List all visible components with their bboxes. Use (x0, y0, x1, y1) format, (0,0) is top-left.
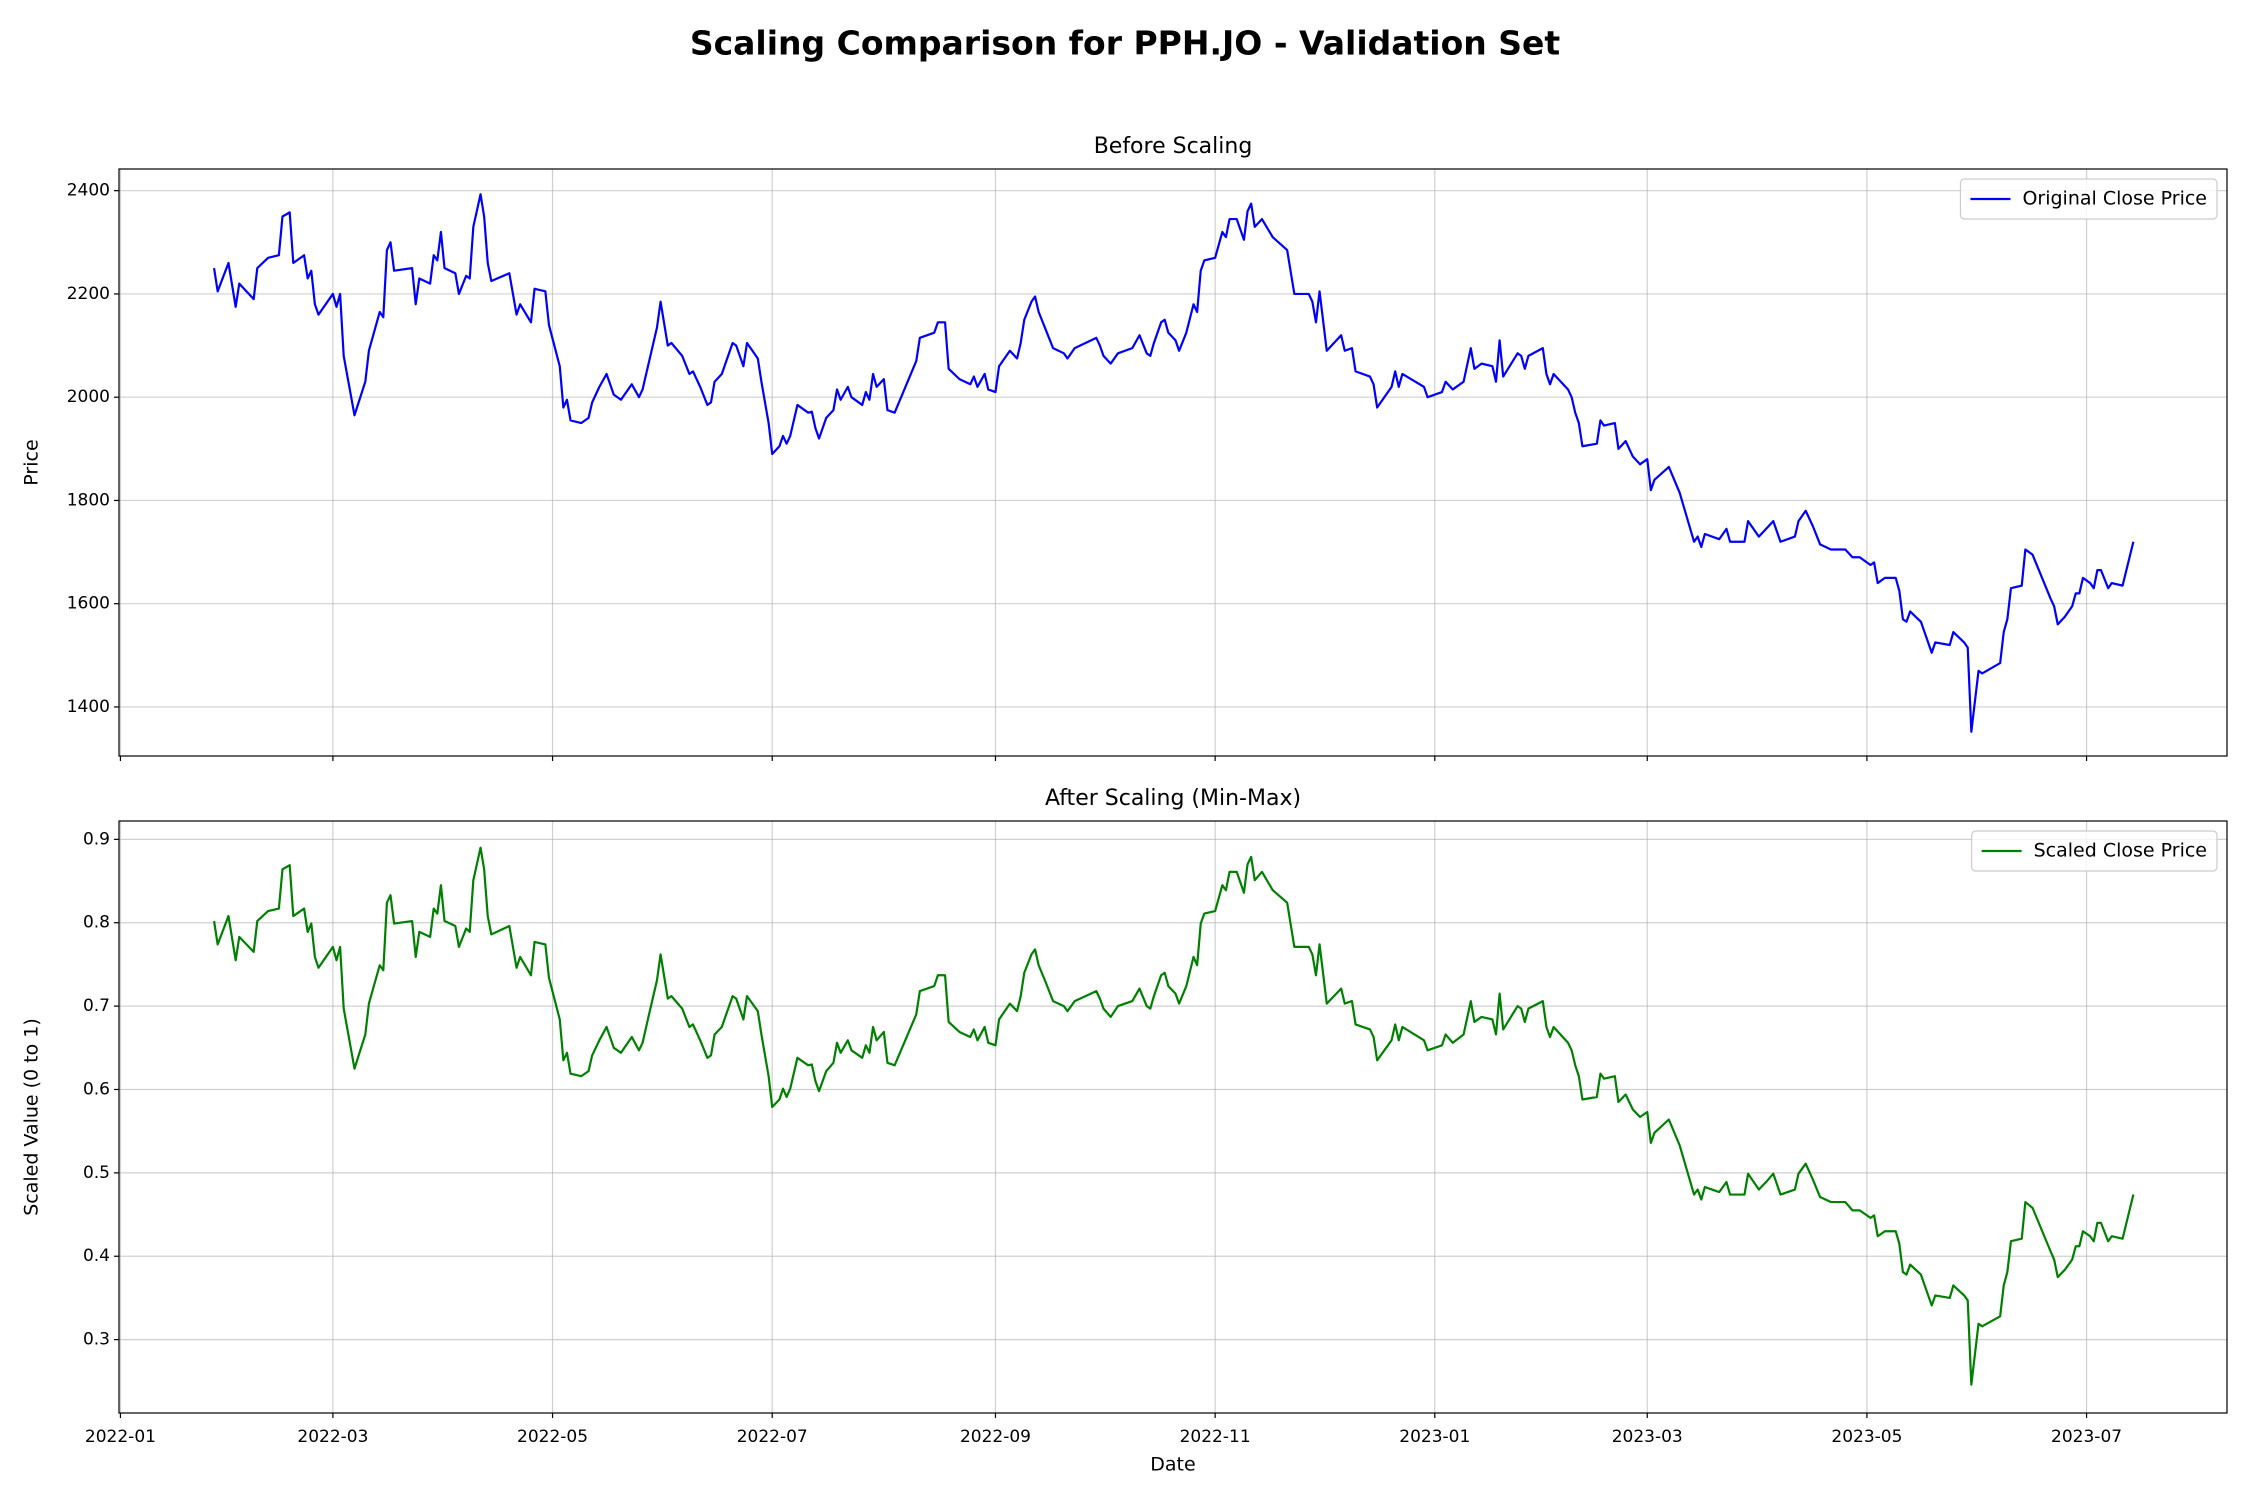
legend-label: Scaled Close Price (2034, 840, 2207, 862)
legend-box (1959, 178, 2218, 220)
y-tick-label: 0.5 (83, 1163, 110, 1183)
axes-frame (118, 168, 2228, 757)
y-tick-label: 1600 (67, 594, 110, 614)
data-line (212, 193, 2135, 733)
y-tick-label: 1800 (67, 490, 110, 510)
y-tick-label: 2200 (67, 284, 110, 304)
y-tick-label: 1400 (67, 697, 110, 717)
legend: Scaled Close Price (1971, 830, 2218, 872)
axes-frame (118, 820, 2228, 1414)
subplot-title: After Scaling (Min-Max) (1045, 786, 1301, 811)
y-axis-label: Scaled Value (0 to 1) (21, 1018, 43, 1216)
y-axis-label: Price (21, 439, 43, 485)
y-tick-label: 0.9 (83, 829, 110, 849)
x-tick-label: 2022-05 (517, 1427, 588, 1447)
x-tick-label: 2022-01 (85, 1427, 156, 1447)
y-tick-label: 0.4 (83, 1246, 110, 1266)
y-tick-label: 2000 (67, 387, 110, 407)
subplot-title: Before Scaling (1094, 134, 1253, 159)
y-tick-label: 0.6 (83, 1079, 110, 1099)
x-tick-label: 2023-03 (1612, 1427, 1683, 1447)
x-tick-label: 2022-11 (1180, 1427, 1251, 1447)
y-tick-label: 2400 (67, 181, 110, 201)
x-axis-label: Date (1150, 1454, 1195, 1476)
y-tick-label: 0.8 (83, 913, 110, 933)
legend: Original Close Price (1959, 178, 2218, 220)
legend-label: Original Close Price (2022, 188, 2207, 210)
x-tick-label: 2022-03 (297, 1427, 368, 1447)
x-tick-label: 2023-07 (2051, 1427, 2122, 1447)
x-tick-label: 2023-01 (1399, 1427, 1470, 1447)
figure-title: Scaling Comparison for PPH.JO - Validati… (690, 24, 1561, 63)
x-tick-label: 2022-09 (960, 1427, 1031, 1447)
y-tick-label: 0.7 (83, 996, 110, 1016)
data-line (212, 846, 2135, 1386)
x-tick-label: 2023-05 (1831, 1427, 1902, 1447)
x-tick-label: 2022-07 (737, 1427, 808, 1447)
legend-box (1971, 830, 2218, 872)
y-tick-label: 0.3 (83, 1330, 110, 1350)
